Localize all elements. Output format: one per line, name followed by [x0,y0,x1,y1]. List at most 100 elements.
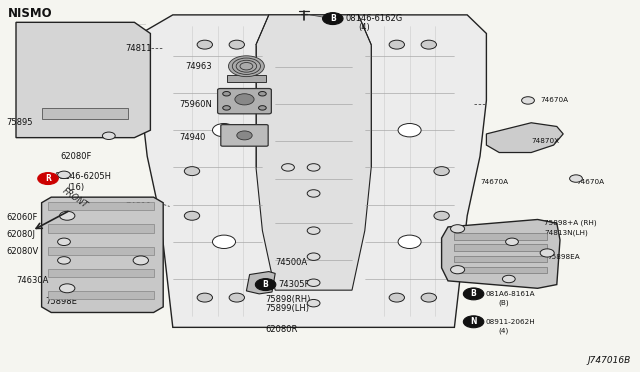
Text: J747016B: J747016B [587,356,630,365]
Text: 74813N(LH): 74813N(LH) [544,229,588,236]
Text: R: R [45,174,51,183]
FancyBboxPatch shape [218,89,271,114]
Circle shape [229,40,244,49]
Text: B: B [471,289,476,298]
Circle shape [421,293,436,302]
Circle shape [389,293,404,302]
Circle shape [463,288,484,300]
Text: 74811: 74811 [125,202,151,211]
Text: 75898EA: 75898EA [547,254,580,260]
Circle shape [58,171,70,179]
Circle shape [223,106,230,110]
Circle shape [259,106,266,110]
Text: 75898+A (RH): 75898+A (RH) [544,220,596,227]
Text: 74500A: 74500A [275,258,307,267]
Text: (4): (4) [358,23,370,32]
Circle shape [463,316,484,328]
Circle shape [38,173,58,185]
Circle shape [398,124,421,137]
Circle shape [60,284,75,293]
Circle shape [434,167,449,176]
Polygon shape [442,219,560,288]
Circle shape [60,211,75,220]
Text: NISMO: NISMO [8,7,52,20]
FancyBboxPatch shape [454,267,547,273]
Text: 74811: 74811 [125,44,151,53]
Circle shape [307,299,320,307]
Text: 74870X: 74870X [531,138,559,144]
Circle shape [184,167,200,176]
Circle shape [307,279,320,286]
FancyBboxPatch shape [221,125,268,146]
Circle shape [506,238,518,246]
Circle shape [197,293,212,302]
FancyBboxPatch shape [48,202,154,210]
Polygon shape [246,272,275,294]
Polygon shape [141,15,486,327]
Text: 62080F: 62080F [61,152,92,161]
Circle shape [259,92,266,96]
Text: 74305F: 74305F [278,280,310,289]
Circle shape [212,235,236,248]
Circle shape [223,92,230,96]
Circle shape [282,164,294,171]
FancyBboxPatch shape [454,256,547,262]
FancyBboxPatch shape [227,75,266,82]
Circle shape [58,257,70,264]
Text: 75898E: 75898E [45,297,77,306]
Circle shape [255,279,276,291]
Text: 74940: 74940 [179,133,205,142]
Text: B: B [330,14,335,23]
Circle shape [235,94,254,105]
Text: 62080R: 62080R [266,325,298,334]
Circle shape [451,266,465,274]
Circle shape [451,225,465,233]
FancyBboxPatch shape [48,269,154,277]
Circle shape [323,13,343,25]
FancyBboxPatch shape [48,247,154,255]
Circle shape [570,175,582,182]
Text: 74670A: 74670A [480,179,508,185]
Text: 62080J: 62080J [6,230,35,239]
Circle shape [102,132,115,140]
Text: 62080V: 62080V [6,247,38,256]
Text: 08146-6162G: 08146-6162G [346,14,403,23]
Circle shape [307,164,320,171]
Text: N: N [470,317,477,326]
FancyBboxPatch shape [454,233,547,240]
FancyBboxPatch shape [454,244,547,251]
Text: 75898(RH): 75898(RH) [266,295,311,304]
Polygon shape [486,123,563,153]
Text: 081A6-8161A: 081A6-8161A [485,291,535,297]
Text: (B): (B) [498,300,509,307]
Circle shape [434,211,449,220]
Circle shape [502,275,515,283]
Circle shape [229,293,244,302]
Circle shape [133,256,148,265]
FancyBboxPatch shape [48,224,154,232]
Polygon shape [256,15,371,290]
Text: 75960N: 75960N [179,100,212,109]
Text: 74670A: 74670A [541,97,569,103]
Circle shape [540,249,554,257]
Text: B: B [263,280,268,289]
Circle shape [237,131,252,140]
Circle shape [389,40,404,49]
Text: (4): (4) [498,328,508,334]
Text: 08911-2062H: 08911-2062H [485,319,535,325]
Circle shape [197,40,212,49]
Circle shape [307,253,320,260]
FancyBboxPatch shape [48,291,154,299]
Circle shape [307,190,320,197]
FancyBboxPatch shape [42,108,128,119]
Circle shape [212,124,236,137]
Polygon shape [42,197,163,312]
Circle shape [228,56,264,77]
Text: 08146-6205H: 08146-6205H [54,172,111,181]
Text: 74963: 74963 [186,62,212,71]
Circle shape [58,238,70,246]
Circle shape [398,235,421,248]
Text: 62060F: 62060F [6,213,38,222]
Circle shape [421,40,436,49]
Circle shape [184,211,200,220]
